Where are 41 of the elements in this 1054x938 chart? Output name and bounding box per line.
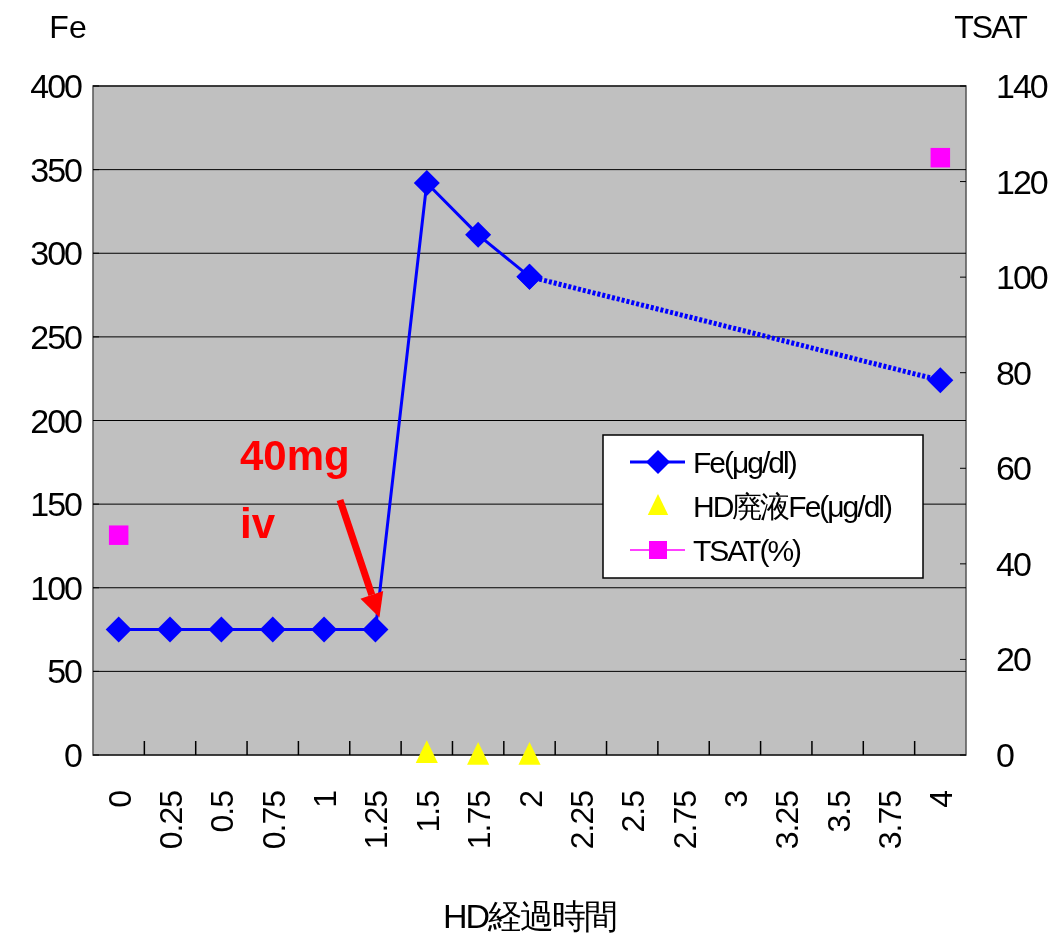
y2-tick-label: 80 (996, 353, 1031, 392)
y-tick-label: 300 (30, 234, 83, 273)
legend-label: TSAT(%) (693, 534, 802, 567)
y-tick-label: 150 (30, 485, 83, 524)
x-tick-label: 3.75 (871, 790, 908, 850)
x-tick-label: 2.5 (615, 790, 652, 833)
x-tick-label: 3.25 (769, 790, 806, 850)
y-axis-title: Fe (49, 9, 87, 45)
y2-tick-label: 20 (996, 640, 1031, 679)
x-tick-label: 2 (512, 790, 549, 808)
y-tick-label: 0 (64, 736, 83, 774)
x-tick-label: 1.75 (461, 790, 498, 850)
legend-label: Fe(μg/dl) (693, 446, 797, 479)
x-tick-label: 2.75 (666, 790, 703, 850)
x-tick-label: 2.25 (563, 790, 600, 850)
x-tick-label: 1.5 (409, 790, 446, 833)
x-tick-label: 0.25 (153, 790, 190, 850)
y2-tick-label: 100 (996, 258, 1048, 297)
y2-tick-label: 40 (996, 544, 1031, 583)
y2-tick-label: 120 (996, 162, 1048, 201)
annotation: 40mg iv (240, 432, 350, 547)
y-tick-label: 400 (30, 67, 83, 105)
y2-tick-label: 0 (996, 736, 1014, 774)
y2-tick-label: 60 (996, 449, 1031, 488)
x-tick-label: 0 (101, 790, 138, 808)
y2-tick-label: 140 (996, 67, 1048, 105)
legend-label: HD廃液Fe(μg/dl) (693, 490, 892, 523)
y2-axis-title: TSAT (954, 9, 1028, 45)
x-tick-label: 3 (717, 790, 754, 808)
x-tick-label: 1 (307, 790, 344, 808)
y-tick-label: 50 (47, 652, 83, 691)
y-tick-label: 250 (30, 317, 83, 356)
x-tick-label: 4 (923, 790, 960, 808)
y-tick-label: 100 (30, 568, 83, 607)
x-axis-title: HD経過時間 (442, 897, 617, 935)
x-tick-label: 0.75 (255, 790, 292, 850)
x-tick-label: 0.5 (204, 790, 241, 833)
x-tick-label: 3.5 (820, 790, 857, 833)
y-tick-label: 350 (30, 150, 83, 189)
y-tick-label: 200 (30, 401, 83, 440)
x-tick-label: 1.25 (358, 790, 395, 850)
